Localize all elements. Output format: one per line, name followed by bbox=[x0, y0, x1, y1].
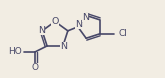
Text: N: N bbox=[82, 13, 89, 22]
Text: HO: HO bbox=[8, 47, 22, 56]
Text: N: N bbox=[60, 42, 67, 51]
Text: O: O bbox=[32, 63, 39, 72]
Text: O: O bbox=[51, 17, 59, 26]
Text: N: N bbox=[75, 20, 82, 29]
Text: Cl: Cl bbox=[118, 29, 127, 38]
Text: N: N bbox=[38, 26, 45, 35]
